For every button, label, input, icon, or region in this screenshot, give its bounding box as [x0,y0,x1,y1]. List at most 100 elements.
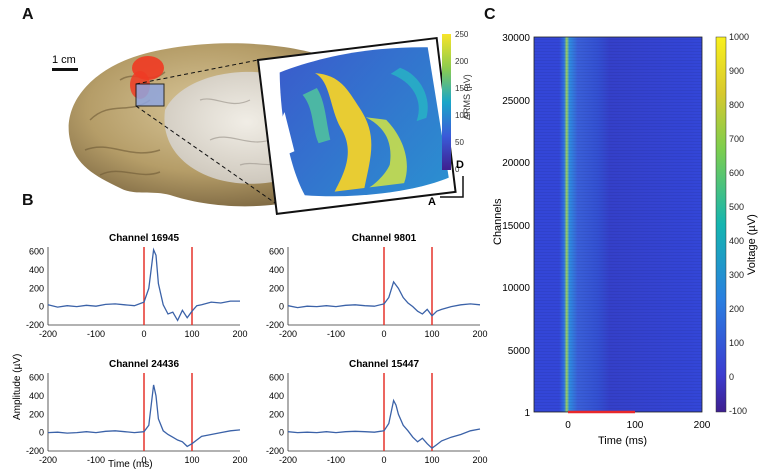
colorbar-c-tick: 0 [729,372,734,382]
trace-xtick: -200 [39,329,57,339]
trace-xtick: -100 [327,455,345,465]
trace-ytick: 200 [29,283,44,293]
trace-xtick: -100 [87,329,105,339]
panel-c-ylabel: Channels [492,198,504,245]
trace-xtick: 100 [184,329,199,339]
trace-ytick: 200 [269,409,284,419]
colorbar-a-ticks: 250 200 150 100 50 0 [455,30,469,174]
trace-ytick: -200 [26,320,44,330]
colorbar-c-tick: -100 [729,406,747,416]
trace-ytick: 400 [29,265,44,275]
heatmap-xtick: 200 [694,420,711,431]
colorbar-c-tick: 600 [729,168,744,178]
trace-xtick: 0 [141,329,146,339]
heatmap-ytick: 1 [524,408,530,419]
panel-b-figure: Amplitude (µV) Channel 16945 600 400 200 0 -2… [12,233,488,470]
colorbar-a-tick: 250 [455,30,469,39]
zoom-line-bottom [135,105,289,213]
panel-b-label: B [22,192,34,209]
heatmap-ytick: 15000 [502,221,530,232]
trace-xtick: 200 [232,455,247,465]
trace-xtick: -200 [279,455,297,465]
trace-line [47,247,240,322]
trace-ytick: 0 [39,428,44,438]
trace-title: Channel 15447 [349,359,419,370]
trace-ytick: 600 [29,247,44,257]
trace-ytick: 0 [39,302,44,312]
trace-xtick: -100 [87,455,105,465]
heatmap-ytick: 25000 [502,96,530,107]
heatmap-xtick: 100 [627,420,644,431]
trace-xtick: 100 [424,329,439,339]
panel-a-figure: 1 cm 250 200 150 100 50 0 ΔRMS (µV) [52,30,472,215]
trace-xtick: 200 [472,455,487,465]
trace-title: Channel 16945 [109,233,179,244]
trace-line [287,398,481,450]
trace-ytick: 0 [279,302,284,312]
trace-ytick: 600 [269,247,284,257]
heatmap-ytick: 20000 [502,158,530,169]
colorbar-a-tick: 150 [455,84,469,93]
panel-a-label: A [22,6,34,23]
trace-ytick: 400 [269,391,284,401]
trace-ytick: -200 [266,446,284,456]
colorbar-a-tick: 0 [455,165,460,174]
panel-c-xlabel: Time (ms) [598,435,647,447]
heatmap-texture [534,37,702,412]
delta-rms-map [256,36,457,215]
trace-xtick: 0 [141,455,146,465]
panel-c-label: C [484,6,496,23]
trace-ytick: 600 [269,373,284,383]
trace-xtick: -200 [39,455,57,465]
colorbar-a-label: ΔRMS (µV) [462,74,472,120]
trace-xtick: 0 [381,329,386,339]
heatmap-ytick: 10000 [502,283,530,294]
orientation-d: D [456,159,464,171]
trace-xtick: 100 [184,455,199,465]
trace-ytick: 0 [279,428,284,438]
colorbar-a-tick: 100 [455,111,469,120]
colorbar-c [715,36,727,413]
trace-ytick: 200 [29,409,44,419]
colorbar-a [442,34,451,170]
panel-b-ylabel: Amplitude (µV) [12,354,23,420]
colorbar-c-label: Voltage (µV) [746,214,758,275]
trace-ytick: 400 [269,265,284,275]
trace-ytick: 400 [29,391,44,401]
colorbar-c-tick: 500 [729,202,744,212]
colorbar-c-tick: 800 [729,100,744,110]
colorbar-c-tick: 900 [729,66,744,76]
trace-xtick: -100 [327,329,345,339]
heatmap-ytick: 30000 [502,33,530,44]
heatmap-xtick: 0 [565,420,571,431]
panel-b-xlabel: Time (ms) [108,459,153,470]
trace-ytick: 200 [269,283,284,293]
trace-ytick: -200 [266,320,284,330]
trace-xtick: 200 [472,329,487,339]
heatmap-yticks: 30000 25000 20000 15000 10000 5000 1 [502,33,530,419]
orientation-a: A [428,196,436,208]
colorbar-c-tick: 1000 [729,32,749,42]
panel-c-figure: Channels 30000 25000 20000 15000 10000 5… [492,32,758,447]
trace-xtick: 0 [381,455,386,465]
colorbar-a-tick: 200 [455,57,469,66]
trace-title: Channel 24436 [109,359,179,370]
trace-xtick: 200 [232,329,247,339]
colorbar-c-tick: 200 [729,304,744,314]
colorbar-a-tick: 50 [455,138,464,147]
heatmap-xticks: 0 100 200 [565,420,711,431]
scale-bar [52,68,78,71]
trace-ytick: 600 [29,373,44,383]
trace-xtick: 100 [424,455,439,465]
trace-line [287,280,481,317]
orientation-marker: D A [428,159,464,208]
trace-ytick: -200 [26,446,44,456]
colorbar-c-tick: 700 [729,134,744,144]
trace-title: Channel 9801 [352,233,417,244]
colorbar-c-ticks: 1000 900 800 700 600 500 400 300 200 100… [729,32,749,416]
scale-bar-label: 1 cm [52,54,76,66]
colorbar-c-tick: 100 [729,338,744,348]
trace-xtick: -200 [279,329,297,339]
heatmap-ytick: 5000 [508,346,531,357]
